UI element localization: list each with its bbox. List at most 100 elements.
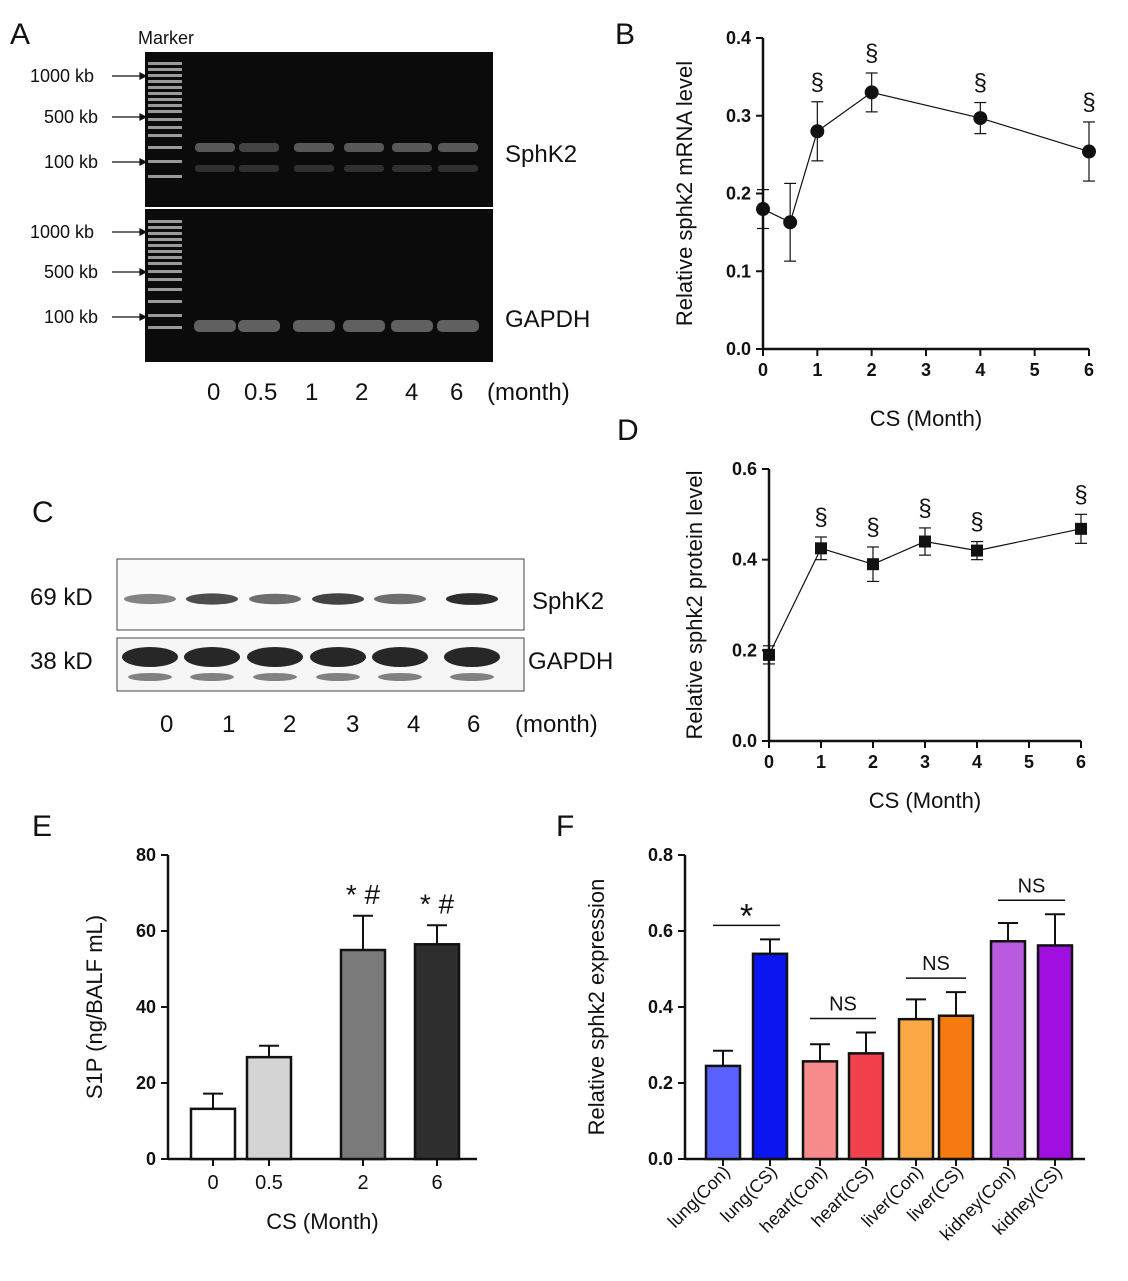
x-tick-label: 0 — [764, 752, 774, 772]
blot-lane-label: 1 — [222, 711, 235, 738]
x-tick-label: 5 — [1030, 360, 1040, 380]
gel-ladder-band — [148, 146, 182, 149]
gel-ladder — [148, 62, 182, 329]
bar — [339, 948, 387, 1161]
significance-mark: § — [974, 70, 987, 97]
gel-band-label-gapdh: GAPDH — [505, 306, 590, 333]
x-tick-label: 1 — [812, 360, 822, 380]
blot-band-sphk2 — [124, 593, 176, 605]
gel-band-faint — [294, 165, 334, 172]
y-tick-label: 80 — [136, 845, 156, 865]
significance-mark: § — [865, 40, 878, 67]
gel-band-faint — [344, 165, 384, 172]
bar — [801, 1060, 839, 1161]
significance-mark: § — [970, 509, 983, 536]
gel-ladder-band — [148, 92, 182, 95]
x-tick-label: 0 — [758, 360, 768, 380]
gel-ladder-band — [148, 262, 182, 265]
y-tick-label: 0.6 — [732, 459, 757, 479]
x-axis-title: CS (Month) — [266, 1209, 378, 1234]
gel-lane-label: 1 — [305, 379, 318, 406]
y-tick-label: 0.2 — [732, 640, 757, 660]
gel-ladder-band — [148, 86, 182, 89]
bar — [751, 952, 789, 1161]
series-line — [768, 528, 1082, 656]
bar — [847, 1052, 885, 1161]
y-tick-label: 0.2 — [648, 1073, 673, 1093]
blot-band-gapdh — [310, 647, 366, 667]
blot-band-gapdh — [247, 647, 303, 667]
gel-ladder-band — [148, 80, 182, 83]
gel-band-faint — [392, 165, 432, 172]
gel-band-gapdh — [343, 320, 385, 332]
x-tick-label: 5 — [1024, 752, 1034, 772]
y-tick-label: 0.4 — [648, 997, 673, 1017]
panel-letter-e: E — [32, 810, 52, 843]
blot-band-gapdh-lower — [190, 673, 234, 681]
significance-mark: § — [866, 514, 879, 541]
y-tick-label: 0.0 — [732, 731, 757, 751]
gel-bands — [194, 143, 479, 332]
blot-band-sphk2 — [186, 593, 238, 605]
y-tick-label: 0 — [146, 1149, 156, 1169]
blot-lane-label: 2 — [283, 711, 296, 738]
x-axis-title: CS (Month) — [870, 406, 982, 431]
chart-e-s1p: 0 20 40 60 80 0 0.5 2 * # 6 * # CS (Month) S1P (ng/B… — [82, 845, 477, 1234]
significance-mark: * # — [346, 879, 381, 910]
blot-band-gapdh — [444, 647, 500, 667]
x-tick-label: 6 — [431, 1172, 442, 1194]
y-axis-title: Relative sphk2 mRNA level — [672, 61, 697, 326]
gel-lane-label: 0.5 — [244, 379, 277, 406]
gel-band-sphk2 — [294, 143, 334, 152]
chart-b-mrna: 0.0 0.1 0.2 0.3 0.4 0 1 2 3 4 5 6 CS (Month) Relative… — [672, 28, 1096, 431]
gel-ladder-band — [148, 278, 182, 281]
panel-letter-a: A — [10, 18, 30, 51]
bar — [1036, 944, 1074, 1161]
comparison-label: NS — [1018, 875, 1046, 897]
marker-label: Marker — [138, 28, 194, 48]
gel-band-gapdh — [194, 320, 236, 332]
comparison-label: NS — [922, 953, 950, 975]
blot-lane-label: 3 — [346, 711, 359, 738]
significance-mark: § — [1082, 89, 1095, 116]
gel-band-faint — [195, 165, 235, 172]
gel-lane-label: 4 — [405, 379, 418, 406]
y-tick-label: 0.4 — [732, 550, 757, 570]
gel-ladder-band — [148, 74, 182, 77]
y-tick-label: 0.0 — [726, 339, 751, 359]
data-point — [815, 542, 827, 555]
significance-mark: § — [1074, 481, 1087, 508]
panel-letter-c: C — [32, 496, 54, 529]
y-axis-title: Relative sphk2 expression — [584, 879, 609, 1136]
gel-lane-unit: (month) — [487, 379, 570, 406]
gel-band-sphk2 — [344, 143, 384, 152]
gel-ladder-band — [148, 238, 182, 241]
gel-lane-label: 0 — [207, 379, 220, 406]
bar — [413, 943, 461, 1161]
gel-ladder-band — [148, 300, 182, 303]
gel-ladder-band — [148, 126, 182, 129]
panel-letter-d: D — [617, 414, 639, 447]
ladder-label-100-bottom: 100 kb — [44, 307, 98, 327]
comparison-label: * — [740, 897, 753, 935]
significance-mark: § — [814, 504, 827, 531]
gel-band-sphk2 — [239, 143, 279, 152]
data-point — [864, 85, 879, 100]
ladder-arrows — [112, 72, 148, 321]
data-point — [1082, 144, 1096, 159]
gel-ladder-band — [148, 244, 182, 247]
ladder-label-1000-top: 1000 kb — [30, 66, 94, 86]
data-point — [971, 544, 983, 557]
gel-band-gapdh — [391, 320, 433, 332]
x-tick-label: 2 — [868, 752, 878, 772]
gel-band-sphk2 — [392, 143, 432, 152]
gel-ladder-band — [148, 250, 182, 253]
y-tick-label: 0.2 — [726, 184, 751, 204]
gel-band-label-sphk2: SphK2 — [505, 141, 577, 168]
y-axis-title: Relative sphk2 protein level — [682, 470, 707, 739]
x-tick-label: 4 — [972, 752, 982, 772]
data-point — [763, 648, 775, 661]
data-point — [783, 215, 798, 230]
gel-bottom-background — [145, 209, 493, 362]
bar — [245, 1055, 293, 1161]
